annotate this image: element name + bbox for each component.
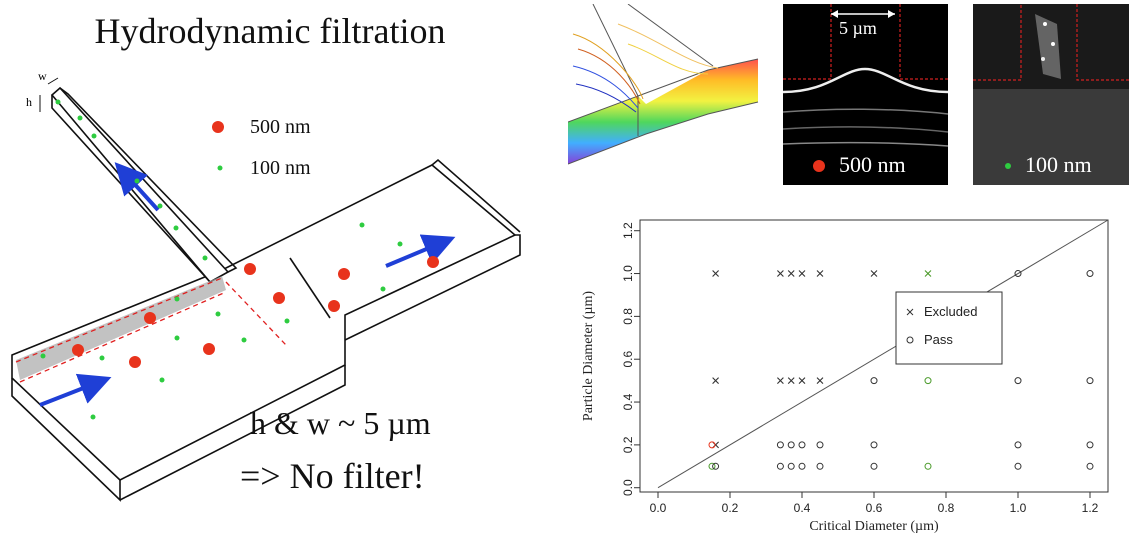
pass-point (1086, 377, 1094, 385)
x-tick-label: 1.2 (1082, 501, 1099, 515)
pass-point (924, 462, 932, 470)
excluded-point (816, 270, 824, 277)
branch-flow-arrow (114, 162, 160, 212)
pass-point (1014, 441, 1022, 449)
legend-large-marker (212, 121, 224, 133)
x-tick-label: 0.2 (722, 501, 739, 515)
scale-bar-label: 5 µm (839, 18, 877, 38)
pass-point (798, 462, 806, 470)
pass-point (712, 462, 720, 470)
legend-label: Pass (924, 332, 953, 347)
legend-label-100nm: 100 nm (250, 157, 311, 179)
x-tick-label: 0.6 (866, 501, 883, 515)
micrograph-500nm-label: 500 nm (839, 152, 906, 177)
pass-point (776, 462, 784, 470)
dim-h-label: h (26, 95, 32, 109)
micrograph-100nm-marker (1005, 163, 1011, 169)
excluded-point (712, 270, 719, 277)
pass-point (816, 462, 824, 470)
pass-point (708, 462, 716, 470)
diagonal-line (657, 219, 1109, 489)
excluded-point (787, 270, 795, 277)
pass-point (870, 462, 878, 470)
micrograph-100nm: 100 nm (973, 4, 1129, 185)
x-tick-label: 1.0 (1010, 501, 1027, 515)
y-tick-label: 1.2 (621, 222, 635, 239)
x-axis-label: Critical Diameter (µm) (809, 519, 939, 534)
y-tick-label: 0.4 (621, 393, 635, 410)
dim-w-label: w (38, 69, 47, 83)
outflow-arrow (385, 234, 456, 268)
plot-frame (639, 219, 1109, 493)
pass-point (870, 377, 878, 385)
excluded-point (777, 377, 784, 385)
legend-label: Excluded (924, 304, 977, 319)
inflow-arrow (39, 373, 112, 407)
pass-point (870, 441, 878, 449)
flow-simulation-image (568, 4, 759, 165)
pass-point (776, 441, 784, 449)
pass-point (1014, 377, 1022, 385)
pass-point (1014, 270, 1022, 278)
excluded-point (777, 270, 784, 277)
y-tick-label: 0.2 (621, 436, 635, 453)
excluded-point (798, 270, 806, 277)
excluded-point (712, 441, 719, 449)
pass-point (924, 377, 932, 385)
statement-conclusion: => No filter! (240, 456, 425, 496)
excluded-point (816, 377, 824, 385)
pass-point (708, 441, 716, 449)
x-tick-label: 0.0 (650, 501, 667, 515)
excluded-point (787, 377, 795, 385)
channel-diagram: w h (11, 69, 521, 502)
x-tick-label: 0.8 (938, 501, 955, 515)
y-tick-label: 0.0 (621, 479, 635, 496)
pass-point (787, 462, 795, 470)
y-tick-label: 1.0 (621, 265, 635, 282)
y-tick-label: 0.8 (621, 308, 635, 325)
scatter-chart: 0.0 0.2 0.4 0.6 0.8 1.0 1.2 0.0 0.2 0.4 0.6 0.8 1.0 1… (581, 219, 1109, 534)
pass-point (1086, 441, 1094, 449)
page-title: Hydrodynamic filtration (94, 11, 446, 51)
excluded-point (798, 377, 806, 385)
legend-marker-x (906, 308, 914, 316)
y-axis-label: Particle Diameter (µm) (581, 291, 596, 421)
legend-marker-o (906, 336, 914, 344)
pass-point (1086, 270, 1094, 278)
large-particles (72, 256, 439, 368)
pass-point (1014, 462, 1022, 470)
pass-point (798, 441, 806, 449)
y-tick-label: 0.6 (621, 351, 635, 368)
excluded-point (712, 377, 719, 385)
x-tick-label: 0.4 (794, 501, 811, 515)
pass-point (787, 441, 795, 449)
micrograph-500nm-marker (813, 160, 825, 172)
pass-point (1086, 462, 1094, 470)
excluded-point (870, 270, 878, 277)
legend-small-marker (217, 165, 223, 171)
micrograph-500nm: 5 µm 500 nm (783, 4, 948, 185)
statement-size: h & w ~ 5 µm (250, 405, 431, 441)
chart-legend (895, 291, 1003, 365)
micrograph-100nm-label: 100 nm (1025, 152, 1092, 177)
legend-label-500nm: 500 nm (250, 116, 311, 138)
excluded-point (924, 270, 932, 277)
small-particles (40, 99, 403, 420)
pass-point (816, 441, 824, 449)
